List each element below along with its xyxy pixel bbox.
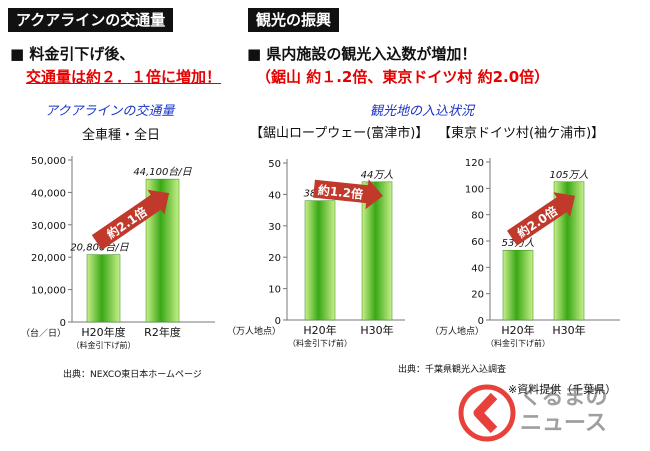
chart2-title: 【鋸山ロープウェー(富津市)】 — [250, 126, 429, 141]
right-section-banner: 観光の振興 — [248, 8, 340, 32]
chart1-category-label: R2年度 — [144, 325, 181, 339]
chart2-tick-label: 50 — [268, 159, 281, 170]
chart3-bar — [502, 249, 534, 321]
right-chart-subtitle: 観光地の入込状況 — [370, 104, 475, 119]
chart3-tick-label: 40 — [471, 263, 484, 274]
left-section-banner: アクアラインの交通量 — [8, 8, 174, 32]
chart2-annotation: 約1.2倍 — [317, 182, 364, 202]
watermark-line1: くるまの — [520, 385, 608, 410]
left-chart-subtitle: アクアラインの交通量 — [45, 104, 175, 119]
chart1-data-label: 20,800台/日 — [70, 242, 129, 254]
chart1-tick-label: 20,000 — [31, 253, 66, 264]
chart2-tick-label: 30 — [268, 222, 281, 233]
chart1-data-label: 44,100台/日 — [133, 166, 192, 178]
chart3-title: 【東京ドイツ村(袖ケ浦市)】 — [438, 126, 605, 141]
chart1-ylabel: （台／日） — [21, 327, 66, 339]
chart1-category-note: （料金引下げ前） — [72, 340, 136, 350]
watermark-line2: ニュース — [520, 411, 607, 436]
left-source: 出典：NEXCO東日本ホームページ — [63, 370, 202, 380]
chart2-arrow-shape — [313, 179, 384, 210]
chart1-tick-label: 30,000 — [31, 221, 66, 232]
chart3-arrow-shape — [506, 192, 575, 246]
chart1-bar — [86, 254, 121, 323]
chart3-tick-label: 0 — [478, 316, 484, 327]
chart2-growth-arrow: 約1.2倍 — [313, 179, 384, 210]
right-highlight: （鋸山 約１.2倍、東京ドイツ村 約2.0倍） — [256, 68, 550, 86]
chart1-tick-label: 0 — [60, 318, 66, 329]
chart1-tick-label: 40,000 — [31, 188, 66, 199]
chart1-tick-label: 50,000 — [31, 156, 66, 167]
chart2-tick-label: 0 — [275, 316, 281, 327]
chart2-bar — [304, 200, 336, 321]
chart2-category-note: （料金引下げ前） — [288, 338, 352, 348]
chart3-tick-label: 80 — [471, 211, 484, 222]
chart3-category-label: H20年 — [501, 323, 534, 337]
chart3-ylabel: （万人地点） — [430, 325, 484, 337]
chart2-tick-label: 10 — [268, 285, 281, 296]
chart2-tick-label: 20 — [268, 253, 281, 264]
left-chart-caption: 全車種・全日 — [82, 128, 161, 143]
chart2-tick-label: 40 — [268, 190, 281, 201]
chart3-tick-label: 20 — [471, 290, 484, 301]
kurumanonews-logo-icon — [458, 384, 516, 442]
right-headline: ■ 県内施設の観光入込数が増加！ — [247, 45, 477, 63]
chart3-tick-label: 120 — [465, 158, 484, 169]
chart3-category-note: （料金引下げ前） — [486, 338, 550, 348]
left-highlight: 交通量は約２．１倍に増加！ — [26, 68, 222, 86]
chart3-data-label: 105万人 — [549, 169, 588, 181]
chart1-category-label: H20年度 — [81, 325, 125, 339]
left-headline: ■ 料金引下げ後、 — [10, 45, 135, 63]
chart1-arrow-shape — [91, 189, 170, 251]
chart2-data-label: 44万人 — [361, 169, 394, 181]
chart3-category-label: H30年 — [552, 323, 585, 337]
chart3-tick-label: 100 — [465, 184, 484, 195]
chart3-tick-label: 60 — [471, 237, 484, 248]
credit-note: ※資料提供（千葉県） — [508, 383, 617, 396]
right-source: 出典：千葉県観光入込調査 — [398, 365, 507, 375]
chart2-category-label: H30年 — [360, 323, 393, 337]
chart2-category-label: H20年 — [303, 323, 336, 337]
chart1-tick-label: 10,000 — [31, 286, 66, 297]
chart2-ylabel: （万人地点） — [227, 325, 281, 337]
